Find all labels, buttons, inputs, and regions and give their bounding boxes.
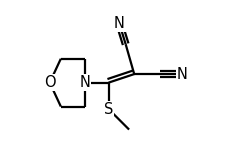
Text: S: S <box>104 102 113 117</box>
Text: O: O <box>44 75 55 90</box>
Text: N: N <box>79 75 90 90</box>
Text: N: N <box>114 16 125 31</box>
Text: N: N <box>177 67 187 82</box>
